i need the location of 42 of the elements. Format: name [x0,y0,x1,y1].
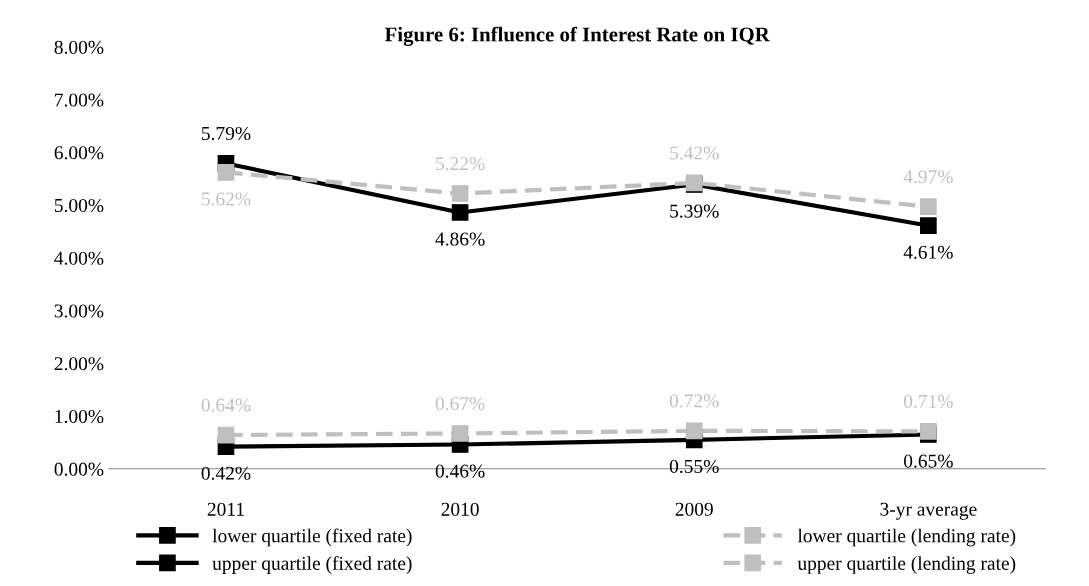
x-tick-label: 3-yr average [880,502,977,520]
point [451,425,469,442]
y-tick-label: 7.00% [55,93,104,107]
data-label: 0.65% [904,454,953,468]
data-label: 0.67% [435,396,485,411]
y-tick-label: 1.00% [55,409,104,424]
y-tick-label: 2.00% [54,357,104,371]
legend-label: lower quartile (fixed rate) [212,528,412,547]
legend-label: lower quartile (lending rate) [797,528,1016,547]
y-tick-label: 5.00% [54,198,104,213]
point [920,198,937,216]
point [451,204,469,221]
data-label: 5.42% [670,146,719,160]
x-tick-label: 2011 [207,502,244,516]
data-label: 5.79% [201,126,251,141]
y-tick-label: 6.00% [54,146,104,160]
x-tick-label: 2009 [675,502,713,516]
point [217,164,235,181]
data-label: 4.97% [903,170,953,184]
data-label: 5.62% [201,192,251,206]
point [685,422,703,440]
legend-label: upper quartile (fixed rate) [212,556,412,574]
y-tick-label: 8.00% [54,40,104,54]
point [451,185,469,202]
data-label: 5.22% [436,156,485,171]
data-label: 0.42% [201,466,251,480]
data-label: 0.46% [435,464,485,478]
point [217,426,235,444]
data-label: 0.55% [669,459,719,474]
data-label: 0.64% [201,398,251,412]
y-tick-label: 4.00% [54,251,104,265]
data-label: 5.39% [670,204,719,218]
data-label: 0.72% [669,394,719,408]
legend-label: upper quartile (lending rate) [797,556,1016,574]
data-label: 4.61% [903,245,953,259]
x-tick-label: 2010 [441,502,479,516]
data-label: 0.71% [904,394,953,409]
data-label: 4.86% [435,232,485,246]
y-tick-label: 0.00% [54,462,104,476]
y-tick-label: 3.00% [54,304,104,318]
chart-title: Figure 6: Influence of Interest Rate on IQR [384,26,770,46]
point [920,217,937,235]
